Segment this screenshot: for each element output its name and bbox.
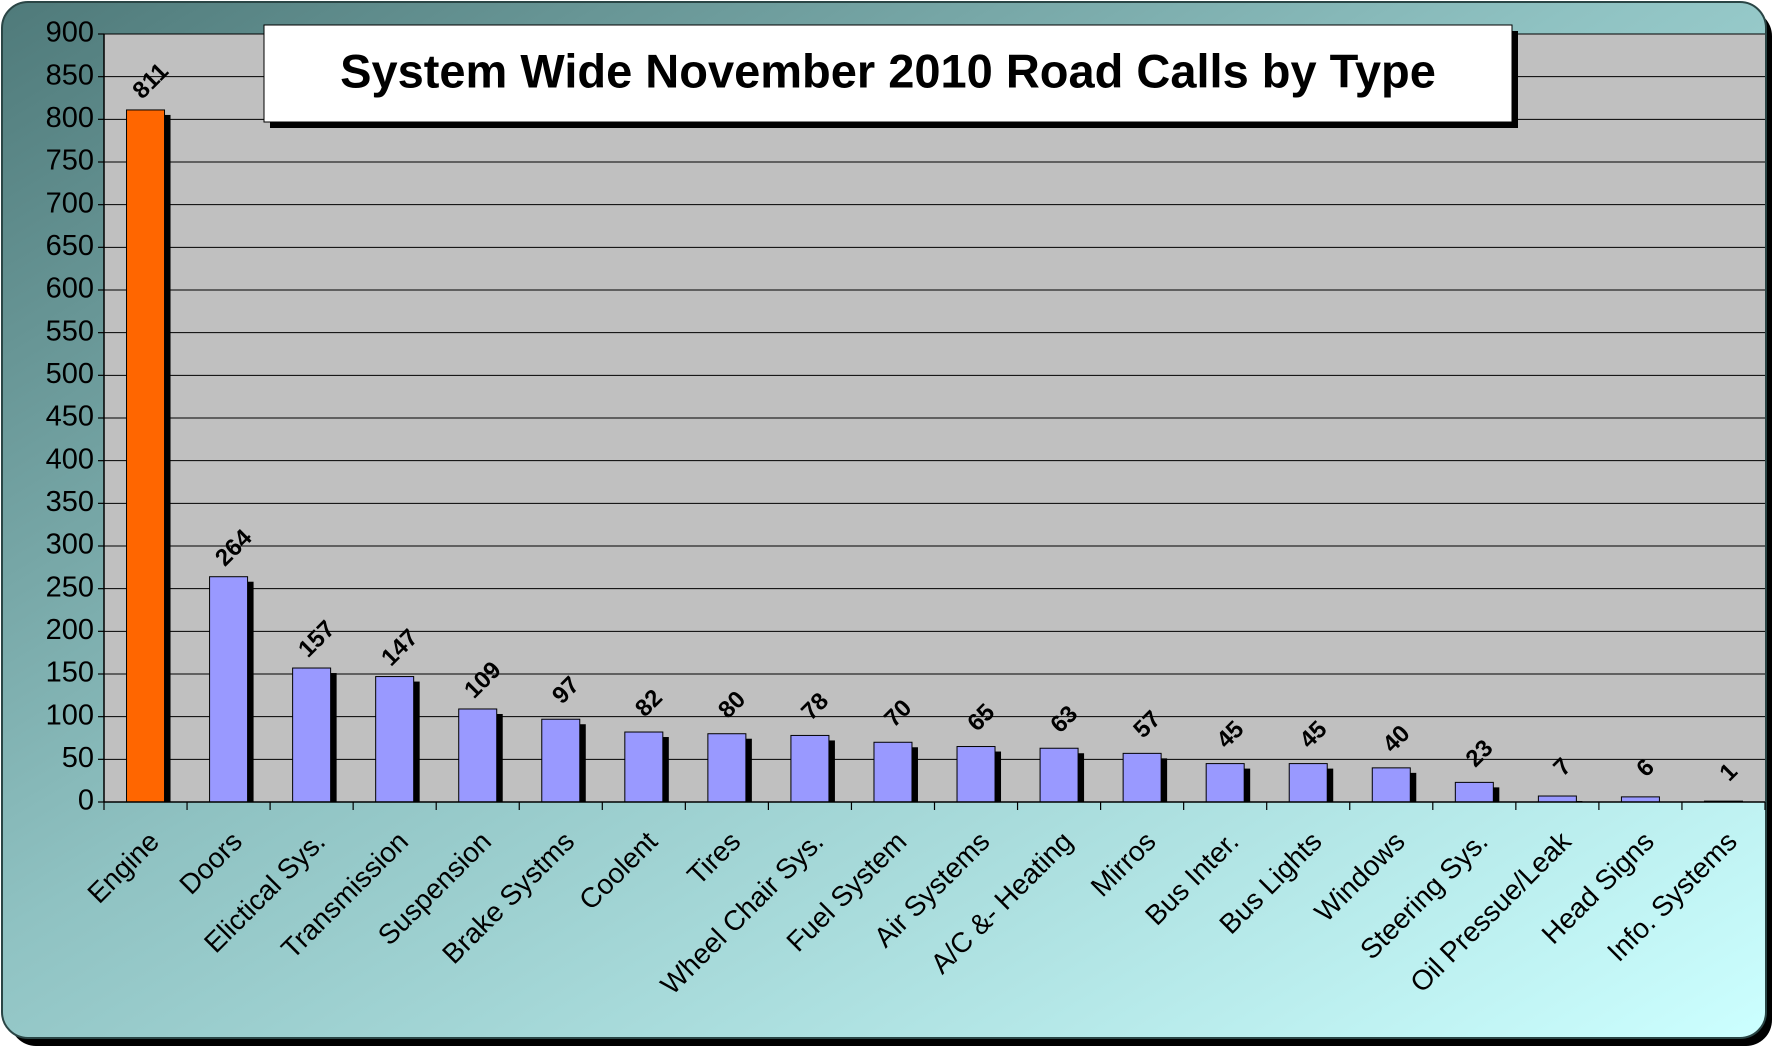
bar (1372, 768, 1410, 802)
y-tick-label: 50 (62, 742, 94, 774)
bar (708, 734, 746, 802)
y-tick-label: 900 (46, 17, 94, 49)
y-tick-label: 300 (46, 529, 94, 561)
bar (1289, 764, 1327, 802)
bar (1455, 782, 1493, 802)
y-tick-label: 350 (46, 486, 94, 518)
y-tick-label: 700 (46, 187, 94, 219)
y-tick-label: 750 (46, 145, 94, 177)
y-tick-label: 450 (46, 401, 94, 433)
y-tick-label: 550 (46, 315, 94, 347)
bar (376, 677, 414, 802)
y-tick-label: 400 (46, 443, 94, 475)
bar (542, 719, 580, 802)
chart-title: System Wide November 2010 Road Calls by … (340, 44, 1436, 97)
bar (1538, 796, 1576, 802)
bar (874, 742, 912, 802)
bar (1123, 753, 1161, 802)
y-tick-label: 250 (46, 571, 94, 603)
bar (210, 577, 248, 802)
bar (957, 747, 995, 802)
bar (1040, 748, 1078, 802)
bar (459, 709, 497, 802)
bar (1621, 797, 1659, 802)
y-tick-label: 200 (46, 614, 94, 646)
y-tick-label: 650 (46, 230, 94, 262)
bar (791, 735, 829, 802)
bar (293, 668, 331, 802)
y-tick-label: 100 (46, 699, 94, 731)
bar (1206, 764, 1244, 802)
y-tick-label: 500 (46, 358, 94, 390)
y-tick-label: 0 (78, 785, 94, 817)
y-tick-label: 150 (46, 657, 94, 689)
y-tick-label: 600 (46, 273, 94, 305)
y-tick-label: 850 (46, 59, 94, 91)
y-tick-label: 800 (46, 102, 94, 134)
bar (625, 732, 663, 802)
bar (127, 110, 165, 802)
